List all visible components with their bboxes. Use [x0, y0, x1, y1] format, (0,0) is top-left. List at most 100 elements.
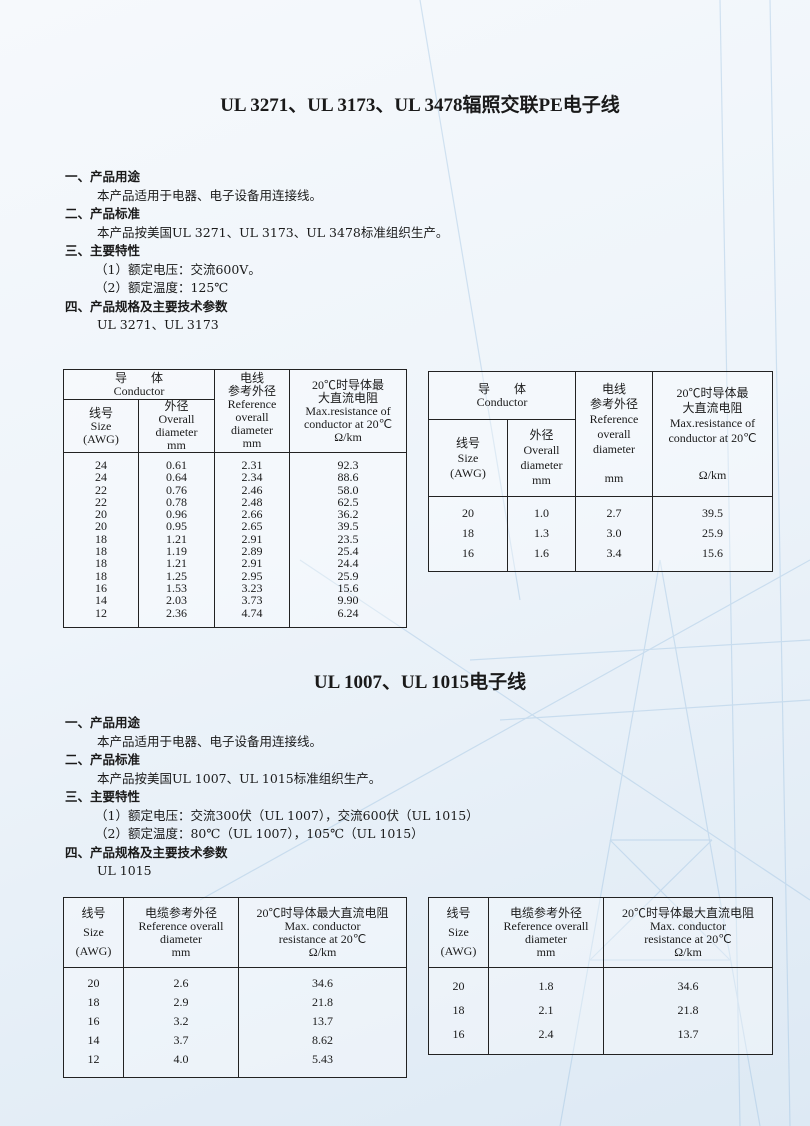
- cell-res: 39.5: [652, 496, 773, 523]
- cell-ref: 2.9: [123, 993, 239, 1012]
- header: 20℃时导体最大直流电阻: [621, 905, 754, 920]
- header: Reference: [589, 412, 639, 426]
- section-text-line: 本产品按美国UL 3271、UL 3173、UL 3478标准组织生产。: [97, 224, 449, 240]
- section-text-line: UL 1015: [97, 863, 152, 878]
- header: Reference overall: [138, 918, 224, 933]
- cell-res: 8.62: [238, 1031, 407, 1050]
- header: Reference overall: [503, 918, 589, 933]
- header: mm: [171, 944, 191, 959]
- header: conductor at 20℃: [668, 430, 757, 445]
- table-row: 22 0.78 2.48 62.5: [63, 496, 407, 508]
- cell-ref: 2.46: [214, 483, 290, 496]
- section-text-line: （2）额定温度：125℃: [95, 280, 229, 295]
- table-row: 16 3.2 13.7: [63, 1012, 407, 1031]
- cell-size: 18: [63, 557, 139, 570]
- table-row: 18 1.21 2.91 23.5: [63, 532, 407, 545]
- cell-size: 18: [428, 998, 489, 1022]
- table-row: 24 0.64 2.34 88.6: [63, 471, 407, 484]
- table-ul1015-right: 线号 Size (AWG) 电缆参考外径 Reference overall diame…: [428, 897, 773, 1055]
- header: 外径: [164, 399, 189, 413]
- table-row: 22 0.76 2.46 58.0: [63, 483, 407, 496]
- cell-ref: 2.65: [214, 520, 290, 533]
- header: 电缆参考外径: [144, 905, 217, 920]
- cell-res: 62.5: [289, 496, 407, 508]
- header: 外径: [529, 428, 554, 442]
- cell-res: 13.7: [603, 1022, 773, 1055]
- section-heading: 三、主要特性: [65, 243, 141, 258]
- cell-ref: 2.6: [123, 967, 239, 993]
- section-heading: 一、产品用途: [65, 169, 141, 184]
- cell-od: 0.95: [138, 520, 215, 533]
- cell-od: 1.3: [507, 523, 576, 543]
- header: 电线: [601, 382, 626, 396]
- cell-ref: 3.7: [123, 1031, 239, 1050]
- header: overall: [235, 410, 269, 424]
- header: diameter: [593, 442, 635, 456]
- section-text-line: （1）额定电压：交流600V。: [95, 261, 261, 277]
- cell-od: 1.0: [507, 496, 576, 523]
- section-text-line: UL 3271、UL 3173: [97, 317, 219, 332]
- table-row: 20 1.0 2.7 39.5: [428, 496, 773, 523]
- header: Ω/km: [308, 944, 337, 959]
- header: 大直流电阻: [682, 400, 743, 415]
- cell-size: 20: [428, 967, 489, 998]
- header: Ω/km: [334, 429, 362, 444]
- table-row: 16 1.6 3.4 15.6: [428, 543, 773, 572]
- header: mm: [242, 436, 262, 450]
- header: diameter: [160, 931, 202, 946]
- cell-res: 21.8: [238, 993, 407, 1012]
- cell-res: 13.7: [238, 1012, 407, 1031]
- cell-res: 25.9: [652, 523, 773, 543]
- cell-od: 0.96: [138, 508, 215, 520]
- header: 导 体: [114, 370, 163, 385]
- section-heading: 四、产品规格及主要技术参数: [65, 298, 228, 314]
- header: Max. conductor: [284, 918, 361, 933]
- cell-od: 1.21: [138, 532, 215, 545]
- table-row: 24 0.61 2.31 92.3: [63, 452, 407, 472]
- section-text-line: （1）额定电压：交流300伏（UL 1007），交流600伏（UL 1015）: [95, 807, 479, 823]
- cell-res: 6.24: [289, 606, 407, 628]
- table-row: 12 2.36 4.74 6.24: [63, 606, 407, 628]
- header: 20℃时导体最: [676, 385, 749, 400]
- cell-size: 16: [428, 543, 508, 572]
- section1-text: 一、产品用途 本产品适用于电器、电子设备用连接线。 二、产品标准 本产品按美国UL 3…: [65, 168, 448, 335]
- cell-size: 12: [63, 606, 139, 628]
- section-heading: 三、主要特性: [65, 789, 141, 804]
- header: 参考外径: [227, 384, 276, 398]
- cell-size: 14: [63, 1031, 124, 1050]
- cell-ref: 2.34: [214, 471, 290, 484]
- cell-od: 1.21: [138, 557, 215, 570]
- table-ul3271-ul3173: 导 体 Conductor 电线 参考外径 Reference overall diame…: [63, 369, 407, 628]
- section-heading: 二、产品标准: [65, 752, 141, 767]
- cell-od: 1.19: [138, 545, 215, 557]
- cell-size: 16: [428, 1022, 489, 1055]
- section2-title: UL 1007、UL 1015电子线: [313, 672, 527, 693]
- header: mm: [536, 944, 556, 959]
- header: 参考外径: [589, 397, 638, 411]
- cell-ref: 2.91: [214, 532, 290, 545]
- cell-ref: 3.0: [575, 523, 653, 543]
- cell-size: 16: [63, 1012, 124, 1031]
- cell-res: 15.6: [289, 582, 407, 594]
- header: (AWG): [83, 431, 119, 446]
- cell-res: 9.90: [289, 594, 407, 607]
- header: Ω/km: [698, 467, 727, 482]
- header: Conductor: [476, 394, 528, 409]
- table-row: 18 1.21 2.91 24.4: [63, 557, 407, 570]
- cell-size: 20: [428, 496, 508, 523]
- header: overall: [597, 427, 631, 441]
- table-row: 18 1.3 3.0 25.9: [428, 523, 773, 543]
- table-row: 18 1.19 2.89 25.4: [63, 545, 407, 557]
- cell-od: 1.25: [138, 569, 215, 582]
- table-row: 20 2.6 34.6: [63, 967, 407, 993]
- cell-res: 25.9: [289, 569, 407, 582]
- cell-res: 25.4: [289, 545, 407, 557]
- cell-size: 18: [63, 993, 124, 1012]
- section-text-line: 本产品按美国UL 1007、UL 1015标准组织生产。: [97, 770, 382, 786]
- header: Overall: [523, 443, 560, 457]
- cell-size: 18: [428, 523, 508, 543]
- cell-size: 20: [63, 508, 139, 520]
- cell-ref: 2.95: [214, 569, 290, 582]
- cell-size: 12: [63, 1050, 124, 1078]
- header: 线号: [88, 405, 113, 420]
